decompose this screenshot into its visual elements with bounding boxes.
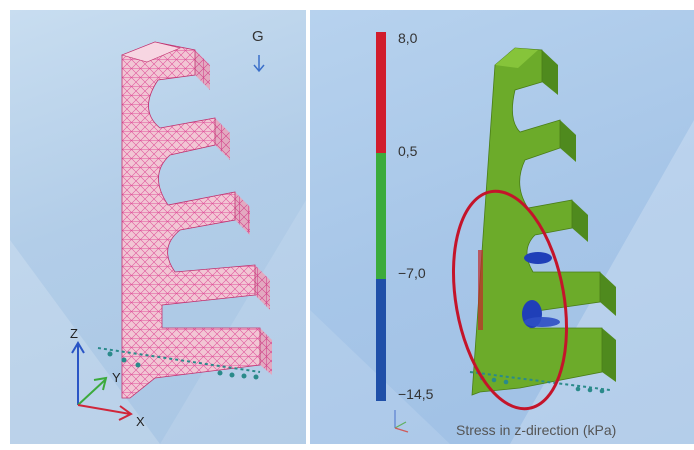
result-model-side — [542, 50, 616, 382]
highlight-ellipse — [451, 189, 569, 411]
legend-caption: Stress in z-direction (kPa) — [456, 422, 617, 438]
legend-upper: 0,5 — [398, 143, 418, 159]
results-view-panel[interactable]: 8,0 0,5 −7,0 −14,5 Stress in z-direction… — [310, 10, 694, 444]
mesh-viewport — [10, 41, 306, 444]
mesh-model-side — [195, 50, 272, 375]
axis-x-label: X — [136, 414, 145, 429]
axes-triad-icon — [71, 341, 133, 421]
gravity-label: G — [252, 28, 264, 45]
axis-z-label: Z — [70, 326, 78, 341]
small-axes-icon — [394, 410, 409, 433]
gravity-arrow-icon — [253, 55, 265, 73]
compression-spots — [478, 250, 560, 330]
mesh-model — [121, 41, 261, 399]
mesh-view-panel[interactable]: G Z Y X — [10, 10, 306, 444]
legend-max: 8,0 — [398, 30, 418, 46]
stress-legend-bar — [376, 32, 386, 401]
legend-lower: −7,0 — [398, 265, 426, 281]
legend-min: −14,5 — [398, 386, 434, 402]
results-viewport — [310, 32, 694, 444]
axis-y-label: Y — [112, 370, 121, 385]
base-supports — [97, 347, 261, 380]
